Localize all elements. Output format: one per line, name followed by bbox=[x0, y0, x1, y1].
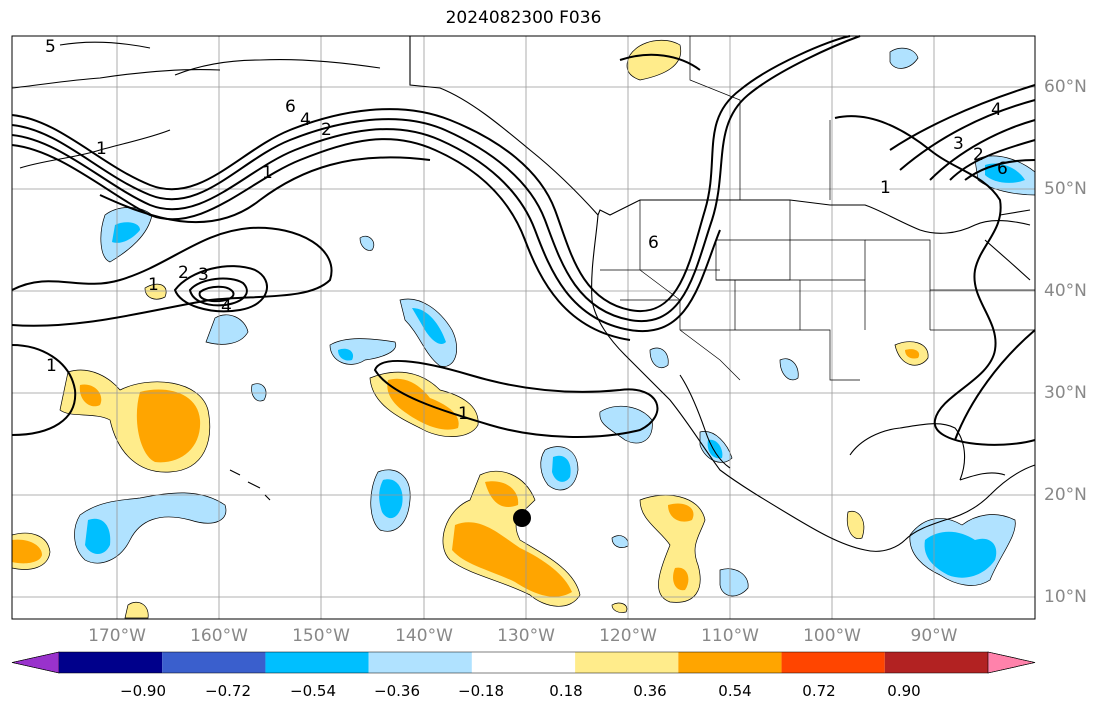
contour-label: 5 bbox=[45, 37, 56, 57]
contour-label: 2 bbox=[321, 120, 332, 140]
contour-label: 6 bbox=[997, 159, 1008, 179]
lon-label-120w: 120°W bbox=[599, 626, 657, 646]
map-frame bbox=[11, 35, 1036, 620]
coastlines bbox=[11, 36, 1036, 552]
contour-label: 3 bbox=[953, 134, 964, 154]
colorbar-tick-label: 0.90 bbox=[887, 682, 921, 700]
colorbar-segment bbox=[781, 652, 885, 673]
map-title: 2024082300 F036 bbox=[445, 8, 602, 28]
contour-labels: 5 1 2 1 2 3 4 1 1 6 1 3 2 6 4 6 4 1 bbox=[45, 37, 1008, 424]
lon-label-110w: 110°W bbox=[701, 626, 759, 646]
contour-label: 2 bbox=[973, 145, 984, 165]
colorbar-segment bbox=[884, 652, 988, 673]
contour-label: 4 bbox=[991, 100, 1002, 120]
colorbar-tick-label: −0.72 bbox=[205, 682, 251, 700]
negative-anomaly-shading bbox=[74, 47, 1036, 597]
colorbar-tick-label: 0.36 bbox=[633, 682, 667, 700]
contour-label: 4 bbox=[221, 297, 232, 317]
lat-label-10n: 10°N bbox=[1044, 587, 1087, 607]
colorbar-segment bbox=[471, 652, 576, 673]
colorbar-tick-label: −0.18 bbox=[458, 682, 504, 700]
contour-label: 1 bbox=[46, 356, 57, 376]
lat-label-40n: 40°N bbox=[1044, 281, 1087, 301]
lat-label-20n: 20°N bbox=[1044, 485, 1087, 505]
colorbar-extend-low bbox=[11, 651, 60, 674]
contour-label: 1 bbox=[96, 139, 107, 159]
lon-label-140w: 140°W bbox=[395, 626, 453, 646]
contour-label: 1 bbox=[148, 275, 159, 295]
lon-label-90w: 90°W bbox=[910, 626, 958, 646]
lon-label-130w: 130°W bbox=[497, 626, 555, 646]
colorbar-tick-label: 0.54 bbox=[718, 682, 752, 700]
lat-label-60n: 60°N bbox=[1044, 77, 1087, 97]
lon-label-100w: 100°W bbox=[803, 626, 861, 646]
colorbar-extend-high bbox=[987, 651, 1036, 674]
colorbar-segment bbox=[265, 652, 369, 673]
colorbar-tick-label: −0.36 bbox=[374, 682, 420, 700]
political-borders bbox=[600, 36, 1035, 381]
colorbar-tick-label: −0.90 bbox=[120, 682, 166, 700]
contour-label: 1 bbox=[458, 404, 469, 424]
lat-label-50n: 50°N bbox=[1044, 179, 1087, 199]
colorbar-segment bbox=[59, 652, 163, 673]
storm-center-marker bbox=[513, 509, 531, 527]
colorbar-segment bbox=[678, 652, 782, 673]
lon-label-150w: 150°W bbox=[292, 626, 350, 646]
contour-label: 1 bbox=[880, 178, 891, 198]
contour-label: 6 bbox=[285, 97, 296, 117]
colorbar-tick-label: −0.54 bbox=[290, 682, 336, 700]
anomaly-contours bbox=[11, 35, 1036, 446]
colorbar bbox=[11, 651, 1036, 674]
lon-label-170w: 170°W bbox=[88, 626, 146, 646]
lat-label-30n: 30°N bbox=[1044, 383, 1087, 403]
contour-label: 1 bbox=[262, 163, 273, 183]
colorbar-tick-label: 0.72 bbox=[802, 682, 836, 700]
colorbar-outline bbox=[11, 651, 1036, 674]
lon-label-160w: 160°W bbox=[190, 626, 248, 646]
contour-label: 3 bbox=[198, 265, 209, 285]
contour-label: 4 bbox=[300, 110, 311, 130]
colorbar-segment bbox=[575, 652, 679, 673]
contour-label: 6 bbox=[648, 233, 659, 253]
colorbar-segment bbox=[368, 652, 472, 673]
colorbar-segment bbox=[162, 652, 266, 673]
colorbar-tick-label: 0.18 bbox=[549, 682, 583, 700]
contour-label: 2 bbox=[178, 263, 189, 283]
